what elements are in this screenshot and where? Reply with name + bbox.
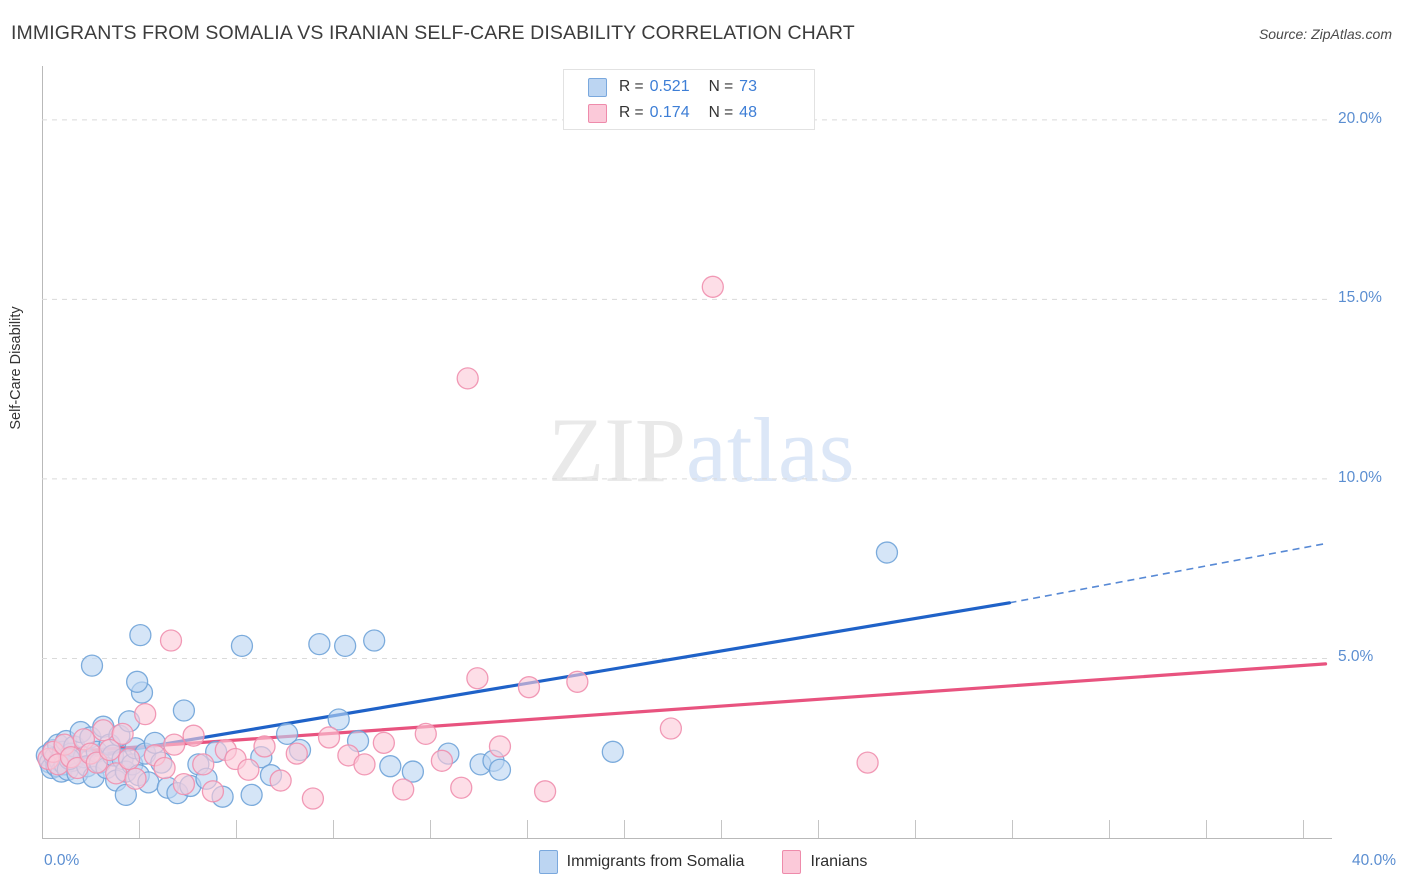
- scatter-point: [163, 733, 186, 756]
- scatter-point: [466, 667, 489, 690]
- scatter-point: [124, 767, 147, 790]
- stats-r-key-somalia: R =: [619, 78, 644, 95]
- scatter-point: [182, 724, 205, 747]
- stats-row-somalia: R = 0.521 N = 73: [588, 74, 757, 100]
- stats-n-value-somalia: 73: [739, 78, 757, 95]
- scatter-point: [401, 760, 425, 783]
- scatter-point: [192, 753, 215, 776]
- scatter-point: [488, 758, 512, 781]
- x-axis-tick: [139, 820, 140, 838]
- scatter-point: [172, 699, 196, 722]
- scatter-point: [201, 780, 225, 803]
- scatter-point: [237, 758, 260, 781]
- y-axis-tick-label: 10.0%: [1338, 468, 1382, 486]
- x-axis-tick: [333, 820, 334, 838]
- stats-swatch-iranians: [588, 103, 607, 123]
- stats-n-value-iranians: 48: [739, 104, 757, 121]
- x-axis-tick: [1303, 820, 1304, 838]
- scatter-point: [111, 722, 134, 746]
- stats-row-iranians: R = 0.174 N = 48: [588, 100, 757, 126]
- scatter-point: [701, 275, 724, 298]
- scatter-point: [566, 670, 589, 693]
- x-axis-tick: [721, 820, 722, 838]
- x-axis-line: [42, 838, 1332, 839]
- scatter-point: [153, 756, 176, 780]
- y-axis-line: [42, 66, 43, 838]
- x-axis-max-label: 40.0%: [1352, 852, 1396, 869]
- x-axis-tick: [430, 820, 431, 838]
- scatter-point: [517, 676, 541, 699]
- scatter-point: [240, 783, 263, 807]
- legend-swatch-somalia: [538, 850, 558, 874]
- legend-swatch-iranians: [782, 850, 802, 874]
- scatter-point: [875, 541, 899, 564]
- x-axis-tick: [915, 820, 916, 838]
- y-axis-tick-label: 20.0%: [1338, 109, 1382, 127]
- x-axis-tick: [1109, 820, 1110, 838]
- scatter-point: [456, 367, 479, 390]
- scatter-point: [117, 747, 141, 771]
- x-axis-tick: [236, 820, 237, 838]
- scatter-point: [353, 753, 376, 776]
- scatter-point: [379, 755, 402, 778]
- scatter-point: [308, 632, 331, 656]
- page-title: IMMIGRANTS FROM SOMALIA VS IRANIAN SELF-…: [11, 22, 855, 44]
- stats-r-value-iranians: 0.174: [649, 104, 690, 121]
- source-attribution: Source: ZipAtlas.com: [1258, 26, 1392, 42]
- scatter-point: [172, 772, 196, 796]
- series-legend: Immigrants from Somalia Iranians: [0, 850, 1406, 874]
- x-axis-tick: [1012, 820, 1013, 838]
- x-axis-min-label: 0.0%: [44, 852, 80, 869]
- scatter-point: [372, 731, 396, 754]
- scatter-point: [533, 780, 557, 803]
- scatter-point: [488, 735, 512, 758]
- legend-label-somalia: Immigrants from Somalia: [566, 853, 745, 870]
- stats-n-key-somalia: N =: [708, 78, 734, 95]
- scatter-point: [125, 670, 149, 693]
- scatter-point: [275, 722, 299, 746]
- x-axis-tick: [818, 820, 819, 838]
- scatter-point: [129, 623, 152, 647]
- scatter-point: [450, 776, 473, 799]
- scatter-point: [269, 769, 292, 792]
- legend-label-iranians: Iranians: [810, 853, 868, 870]
- scatter-point: [92, 719, 115, 742]
- scatter-point: [230, 634, 254, 658]
- scatter-point: [159, 629, 183, 652]
- legend-item-iranians[interactable]: Iranians: [782, 850, 867, 874]
- scatter-point: [327, 708, 350, 731]
- stats-n-key-iranians: N =: [708, 104, 734, 121]
- plot-area: [35, 66, 1332, 838]
- legend-item-somalia[interactable]: Immigrants from Somalia: [538, 850, 745, 874]
- scatter-point: [363, 629, 386, 652]
- scatter-point: [80, 654, 104, 677]
- x-axis-tick: [624, 820, 625, 838]
- stats-r-key-iranians: R =: [619, 104, 644, 121]
- scatter-point: [114, 783, 137, 807]
- scatter-point: [253, 735, 276, 758]
- scatter-point: [333, 634, 357, 658]
- scatter-point: [659, 717, 683, 740]
- scatter-point: [392, 778, 415, 801]
- y-axis-tick-label: 5.0%: [1338, 648, 1374, 666]
- scatter-point: [414, 722, 437, 746]
- scatter-point: [601, 740, 624, 763]
- scatter-point: [301, 787, 325, 810]
- scatter-point: [430, 749, 454, 772]
- scatter-point: [134, 702, 157, 726]
- scatter-point: [98, 738, 121, 762]
- scatter-point: [285, 742, 308, 765]
- x-axis-tick: [1206, 820, 1207, 838]
- stats-swatch-somalia: [588, 77, 607, 97]
- correlation-stats-box: R = 0.521 N = 73 R = 0.174 N = 48: [563, 69, 815, 130]
- scatter-point: [856, 751, 879, 774]
- stats-r-value-somalia: 0.521: [649, 78, 690, 95]
- scatter-points-layer: [35, 275, 899, 810]
- y-axis-title: Self-Care Disability: [8, 306, 24, 430]
- x-axis-tick: [527, 820, 528, 838]
- scatter-point: [317, 726, 341, 749]
- y-axis-tick-label: 15.0%: [1338, 289, 1382, 307]
